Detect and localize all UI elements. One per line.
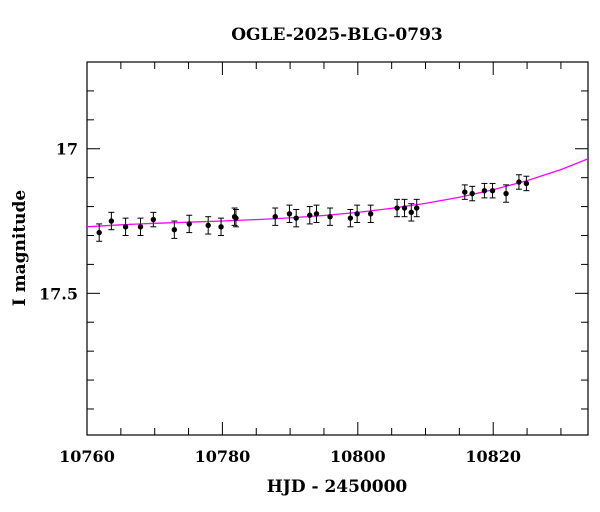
x-tick-label: 10760: [59, 447, 115, 466]
point-marker: [354, 211, 360, 217]
y-tick-labels: 17 17.5: [39, 140, 78, 304]
data-point: [515, 174, 522, 190]
x-tick-labels: 10760 10780 10800 10820: [59, 447, 521, 466]
data-point: [108, 211, 115, 231]
data-point: [150, 211, 157, 228]
point-marker: [150, 216, 157, 223]
x-axis-label: HJD - 2450000: [267, 477, 408, 497]
point-marker: [272, 213, 278, 220]
point-marker: [481, 187, 488, 194]
x-tick-label: 10820: [465, 447, 521, 466]
point-marker: [218, 224, 224, 230]
point-marker: [523, 180, 530, 187]
data-point: [394, 198, 401, 218]
data-point: [313, 204, 320, 223]
data-point: [272, 207, 279, 226]
data-point: [186, 214, 193, 234]
point-marker: [205, 222, 211, 229]
chart-title: OGLE-2025-BLG-0793: [231, 25, 443, 45]
point-marker: [108, 218, 115, 224]
point-marker: [414, 205, 420, 211]
data-point: [306, 206, 313, 225]
point-marker: [96, 229, 102, 236]
model-curve: [86, 158, 589, 228]
x-tick-label: 10780: [195, 447, 251, 466]
data-point: [122, 217, 129, 236]
point-marker: [313, 211, 320, 217]
point-marker: [401, 205, 408, 211]
data-point: [481, 182, 488, 199]
data-point: [171, 220, 178, 239]
x-tick-label: 10800: [330, 447, 386, 466]
plot-frame: [86, 61, 589, 436]
data-point: [413, 198, 420, 218]
axis-ticks: [86, 61, 588, 435]
point-marker: [233, 215, 239, 221]
point-marker: [293, 215, 299, 221]
y-tick-label: 17.5: [39, 284, 78, 303]
point-marker: [327, 213, 333, 220]
point-marker: [347, 215, 354, 221]
point-marker: [122, 224, 129, 230]
data-point: [232, 208, 239, 228]
point-marker: [186, 221, 192, 227]
point-marker: [469, 190, 475, 197]
data-point: [218, 217, 225, 236]
series-layer: [86, 158, 589, 242]
data-point: [354, 204, 361, 223]
y-tick-label: 17: [56, 140, 78, 159]
point-marker: [367, 211, 374, 217]
data-point: [401, 198, 408, 218]
point-marker: [408, 209, 414, 216]
data-point: [96, 223, 103, 242]
data-point: [327, 207, 334, 226]
point-marker: [307, 212, 313, 218]
point-marker: [503, 190, 509, 197]
point-marker: [516, 179, 522, 185]
data-point: [293, 208, 300, 228]
data-point: [347, 208, 354, 228]
data-point: [137, 217, 144, 236]
data-point: [367, 204, 374, 223]
data-point: [469, 185, 476, 202]
point-marker: [137, 224, 144, 230]
data-point: [408, 203, 415, 222]
y-axis-label: I magnitude: [10, 190, 30, 307]
data-point: [205, 216, 212, 235]
point-marker: [286, 211, 293, 217]
point-marker: [171, 227, 178, 233]
point-marker: [394, 205, 400, 211]
data-point: [523, 175, 530, 192]
data-point: [461, 184, 468, 200]
point-marker: [489, 187, 496, 194]
data-point: [286, 204, 293, 223]
data-point: [503, 184, 510, 203]
data-point: [489, 182, 496, 199]
point-marker: [462, 189, 468, 195]
